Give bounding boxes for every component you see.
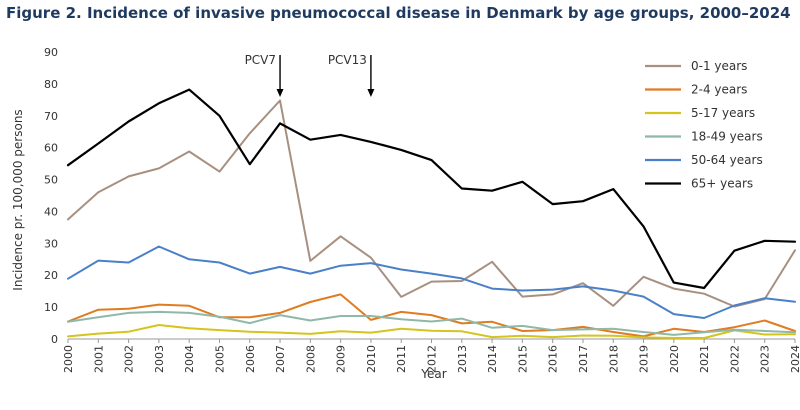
legend-label: 2-4 years [691, 83, 747, 97]
x-tick-label: 2016 [547, 345, 560, 373]
y-axis-label: Incidence pr. 100,000 persons [11, 109, 25, 290]
x-tick-label: 2023 [759, 345, 772, 373]
x-tick-label: 2000 [62, 345, 75, 373]
x-tick-label: 2017 [577, 345, 590, 373]
x-tick-label: 2002 [123, 345, 136, 373]
x-tick-label: 2005 [213, 345, 226, 373]
legend-label: 5-17 years [691, 106, 755, 120]
y-axis-ticks: 0 10 20 30 40 50 60 70 80 90 [44, 46, 58, 346]
x-tick-label: 2018 [607, 345, 620, 373]
x-tick-label: 2004 [183, 345, 196, 373]
x-axis-label: Year [420, 367, 446, 381]
x-tick-label: 2021 [698, 345, 711, 373]
x-tick-label: 2020 [668, 345, 681, 373]
legend: 0-1 years 2-4 years 5-17 years 18-49 years 5… [645, 59, 763, 191]
x-tick-label: 2009 [335, 345, 348, 373]
y-tick-label: 90 [44, 46, 58, 59]
x-tick-label: 2006 [244, 345, 257, 373]
y-tick-label: 70 [44, 110, 58, 123]
annotation-arrow-head [367, 89, 375, 97]
x-tick-label: 2008 [304, 345, 317, 373]
legend-label: 0-1 years [691, 59, 747, 73]
x-tick-label: 2024 [789, 345, 800, 373]
x-tick-label: 2019 [638, 345, 651, 373]
x-tick-label: 2022 [728, 345, 741, 373]
x-tick-label: 2013 [456, 345, 469, 373]
y-tick-label: 40 [44, 205, 58, 218]
y-tick-label: 10 [44, 301, 58, 314]
x-tick-label: 2015 [516, 345, 529, 373]
x-axis-ticks: 2000 2001 2002 2003 2004 2005 2006 2007 2008 2009… [62, 339, 800, 373]
y-tick-label: 80 [44, 78, 58, 91]
x-tick-label: 2007 [274, 345, 287, 373]
series-line-0-1-years [67, 99, 796, 308]
x-tick-label: 2001 [92, 345, 105, 373]
y-tick-label: 20 [44, 269, 58, 282]
annotation-label: PCV7 [245, 53, 276, 67]
series-line-65-years [66, 88, 797, 290]
chart-title: Figure 2. Incidence of invasive pneumoco… [6, 4, 791, 22]
series-line-18-49-years [67, 310, 796, 336]
x-tick-label: 2014 [486, 345, 499, 373]
series-lines [66, 88, 797, 339]
x-tick-label: 2003 [153, 345, 166, 373]
y-tick-label: 50 [44, 174, 58, 187]
vaccine-annotations: PCV7 PCV13 [245, 53, 375, 97]
series-line-50-64-years [67, 245, 796, 319]
series-line-2-4-years [67, 293, 796, 338]
y-tick-label: 30 [44, 237, 58, 250]
y-tick-label: 0 [51, 333, 58, 346]
legend-label: 18-49 years [691, 130, 763, 144]
y-tick-label: 60 [44, 142, 58, 155]
legend-label: 50-64 years [691, 153, 763, 167]
x-tick-label: 2011 [395, 345, 408, 373]
legend-label: 65+ years [691, 177, 753, 191]
series-line-5-17-years [67, 324, 796, 339]
annotation-label: PCV13 [328, 53, 367, 67]
annotation-arrow-head [276, 89, 284, 97]
x-tick-label: 2012 [426, 345, 439, 373]
x-tick-label: 2010 [365, 345, 378, 373]
